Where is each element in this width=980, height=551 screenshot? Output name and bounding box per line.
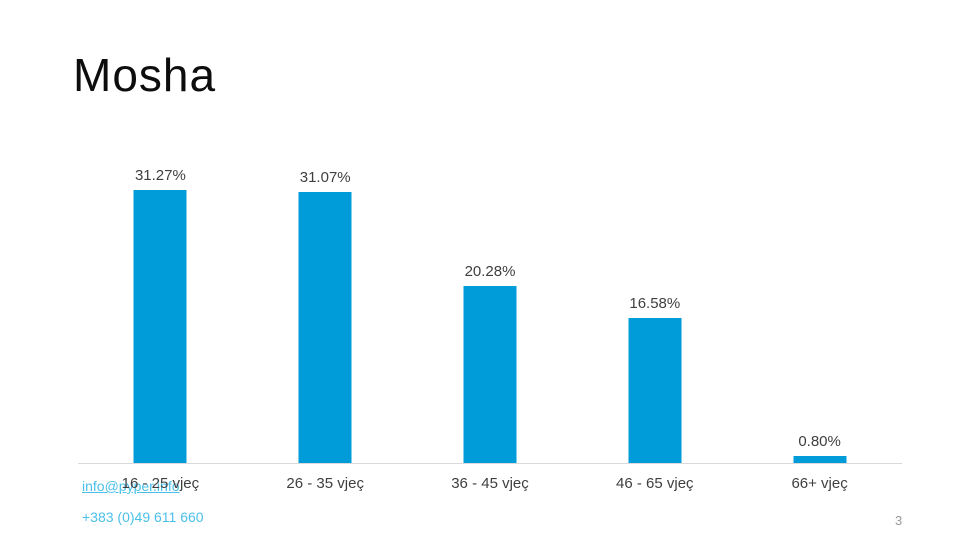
category-label: 26 - 35 vjeç	[286, 475, 364, 492]
bar	[298, 192, 352, 463]
category-label: 36 - 45 vjeç	[451, 475, 529, 492]
footer-email-link[interactable]: info@pyper.info	[82, 478, 180, 494]
bar-chart-plot: 31.27% 16 - 25 vjeç 31.07% 26 - 35 vjeç 20.2…	[78, 150, 902, 492]
bar-value-label: 20.28%	[464, 263, 516, 280]
bar	[628, 318, 682, 463]
bar	[133, 190, 187, 463]
bar	[463, 286, 517, 463]
bar-value-label: 31.27%	[134, 167, 186, 184]
category-label: 66+ vjeç	[791, 475, 848, 492]
category-label: 16 - 25 vjeç	[121, 475, 200, 492]
slide-title: Mosha	[73, 49, 217, 101]
footer-phone: +383 (0)49 611 660	[82, 509, 204, 525]
page-number: 3	[895, 513, 903, 528]
bar-value-label: 16.58%	[629, 295, 681, 312]
category-label: 46 - 65 vjeç	[616, 475, 694, 492]
bar-value-label: 0.80%	[798, 433, 841, 450]
bar-value-label: 31.07%	[299, 169, 351, 186]
bar	[793, 456, 847, 463]
